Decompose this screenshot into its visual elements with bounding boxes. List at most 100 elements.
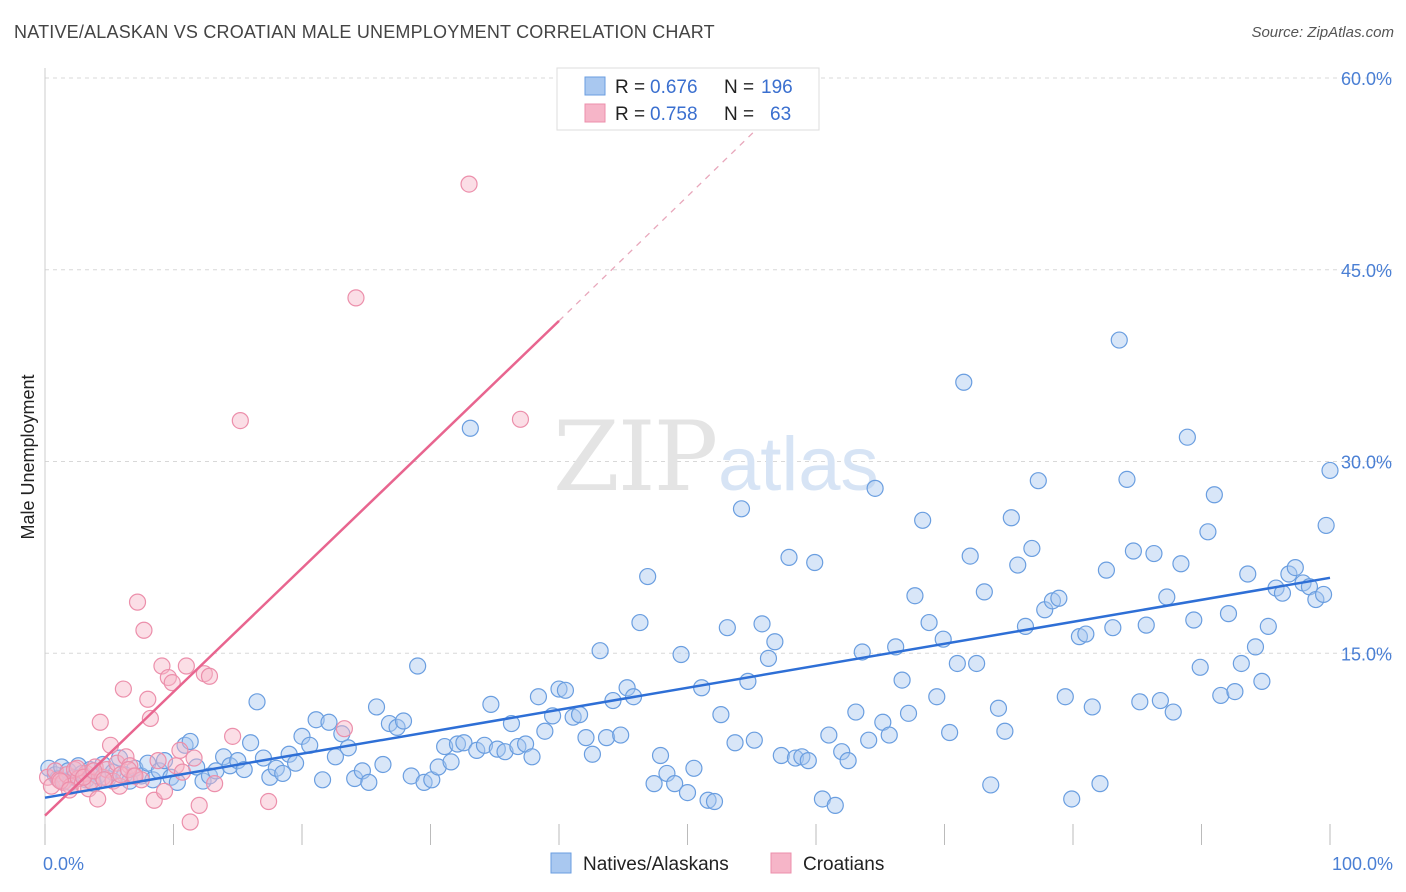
natives-point-39 bbox=[248, 693, 266, 711]
croatians-point-50 bbox=[335, 720, 354, 738]
legend-n-croatians: 63 bbox=[770, 104, 791, 125]
croatians-point-32 bbox=[149, 752, 167, 770]
natives-point-58 bbox=[374, 755, 392, 774]
axes bbox=[44, 68, 1331, 845]
natives-point-113 bbox=[745, 731, 763, 749]
legend-series: Natives/Alaskans Croatians bbox=[550, 852, 884, 875]
y-tick-label-0: 15.0% bbox=[1341, 644, 1392, 664]
natives-point-97 bbox=[639, 567, 657, 586]
croatians-point-30 bbox=[141, 709, 159, 728]
natives-point-148 bbox=[982, 776, 1000, 794]
croatians-point-51 bbox=[347, 289, 365, 307]
croatians-point-46 bbox=[206, 775, 224, 793]
series-croatians-points bbox=[38, 175, 530, 831]
natives-point-56 bbox=[360, 773, 378, 791]
natives-point-180 bbox=[1199, 523, 1217, 541]
natives-point-174 bbox=[1158, 588, 1176, 606]
natives-point-90 bbox=[591, 642, 609, 660]
natives-point-128 bbox=[847, 703, 865, 721]
grid-lines bbox=[45, 77, 1392, 654]
croatians-point-40 bbox=[177, 657, 195, 675]
natives-point-171 bbox=[1137, 616, 1155, 634]
legend-bottom-label-natives[interactable]: Natives/Alaskans bbox=[583, 854, 729, 875]
natives-point-84 bbox=[550, 680, 568, 698]
legend-bottom-label-croatians[interactable]: Croatians bbox=[803, 854, 884, 875]
croatians-point-42 bbox=[185, 749, 203, 767]
legend-swatch-natives bbox=[584, 76, 606, 96]
source-credit: Source: ZipAtlas.com bbox=[1251, 24, 1394, 41]
croatians-point-61 bbox=[126, 767, 144, 785]
croatians-point-14 bbox=[89, 790, 107, 808]
natives-point-117 bbox=[772, 746, 790, 765]
natives-point-101 bbox=[666, 775, 684, 793]
natives-point-91 bbox=[597, 729, 616, 747]
trend-line-croatians bbox=[44, 319, 560, 817]
natives-point-41 bbox=[261, 768, 279, 786]
natives-point-69 bbox=[448, 735, 467, 753]
natives-point-178 bbox=[1185, 611, 1203, 629]
natives-point-135 bbox=[893, 671, 911, 689]
croatians-point-43 bbox=[190, 796, 208, 814]
natives-point-98 bbox=[645, 775, 663, 793]
natives-point-115 bbox=[759, 649, 778, 667]
natives-point-151 bbox=[1002, 509, 1020, 527]
y-tick-label-2: 45.0% bbox=[1341, 261, 1392, 281]
natives-point-68 bbox=[442, 753, 460, 771]
natives-point-125 bbox=[826, 796, 844, 814]
natives-point-121 bbox=[799, 752, 817, 770]
natives-point-50 bbox=[320, 713, 338, 731]
natives-point-158 bbox=[1050, 589, 1068, 607]
croatians-point-54 bbox=[51, 772, 70, 790]
watermark-atlas: atlas bbox=[718, 422, 879, 507]
natives-point-163 bbox=[1083, 698, 1101, 716]
natives-point-154 bbox=[1023, 539, 1041, 558]
natives-point-167 bbox=[1110, 331, 1128, 349]
natives-point-136 bbox=[899, 704, 918, 722]
croatians-point-45 bbox=[200, 667, 219, 685]
natives-point-107 bbox=[705, 792, 724, 811]
natives-point-131 bbox=[866, 479, 884, 497]
natives-point-160 bbox=[1063, 790, 1081, 808]
croatians-point-53 bbox=[511, 410, 530, 428]
croatians-point-15 bbox=[91, 713, 109, 731]
legend-r-label-croatians: R = bbox=[615, 104, 645, 125]
natives-point-94 bbox=[618, 679, 636, 697]
natives-point-99 bbox=[651, 746, 670, 765]
natives-point-142 bbox=[941, 723, 959, 742]
natives-point-146 bbox=[968, 654, 986, 673]
croatians-point-28 bbox=[135, 621, 153, 639]
croatians-point-29 bbox=[139, 690, 157, 708]
legend-r-natives: 0.676 bbox=[650, 77, 698, 98]
trend-line-natives bbox=[44, 576, 1331, 799]
natives-point-186 bbox=[1239, 565, 1257, 583]
legend-stats: R = 0.676 N = 196 R = 0.758 N = 63 bbox=[556, 67, 820, 131]
natives-point-172 bbox=[1145, 544, 1163, 563]
natives-point-140 bbox=[928, 688, 946, 706]
natives-point-48 bbox=[307, 711, 325, 729]
legend-r-croatians: 0.758 bbox=[650, 104, 698, 125]
natives-point-38 bbox=[242, 734, 260, 752]
natives-point-147 bbox=[975, 583, 993, 601]
natives-point-34 bbox=[215, 748, 233, 766]
natives-point-126 bbox=[833, 743, 851, 761]
natives-point-80 bbox=[523, 748, 541, 766]
natives-point-37 bbox=[235, 760, 253, 779]
y-tick-label-1: 30.0% bbox=[1341, 453, 1392, 473]
natives-point-49 bbox=[313, 771, 332, 789]
legend-r-label-natives: R = bbox=[615, 77, 645, 98]
legend-bottom-swatch-croatians[interactable] bbox=[770, 852, 792, 874]
natives-point-165 bbox=[1097, 561, 1116, 579]
legend-bottom-swatch-natives[interactable] bbox=[550, 852, 572, 874]
croatians-point-38 bbox=[171, 741, 189, 760]
natives-point-89 bbox=[583, 745, 602, 763]
natives-point-43 bbox=[274, 764, 292, 783]
croatians-point-52 bbox=[460, 175, 478, 193]
natives-point-152 bbox=[1009, 556, 1027, 574]
natives-point-175 bbox=[1164, 703, 1182, 721]
natives-point-110 bbox=[726, 734, 744, 752]
natives-point-106 bbox=[699, 791, 717, 809]
x-tick-label-0: 0.0% bbox=[43, 854, 84, 874]
natives-point-177 bbox=[1178, 428, 1196, 446]
chart-title: NATIVE/ALASKAN VS CROATIAN MALE UNEMPLOY… bbox=[14, 22, 715, 42]
natives-point-61 bbox=[394, 712, 413, 730]
